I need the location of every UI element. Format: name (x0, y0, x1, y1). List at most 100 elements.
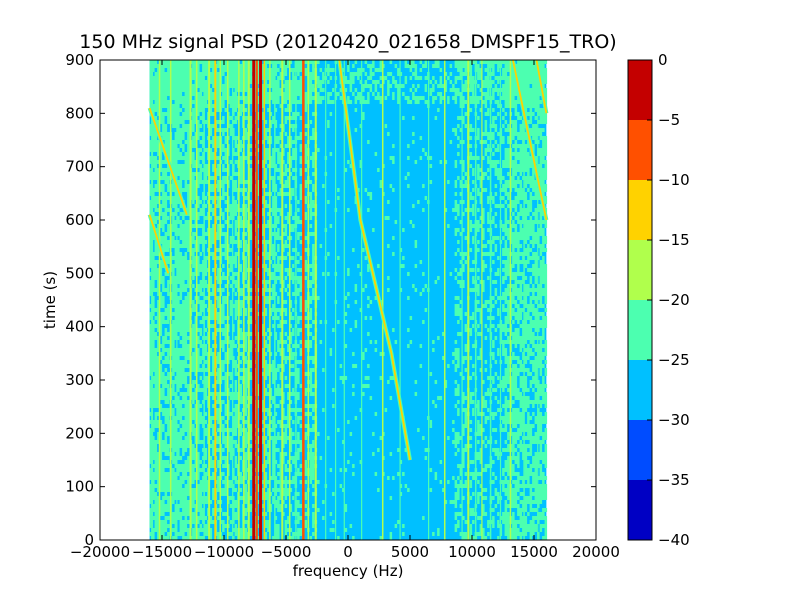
noise-cell (494, 128, 498, 132)
noise-cell (349, 72, 363, 76)
x-tick-label: 0 (343, 543, 353, 561)
noise-cell (462, 460, 465, 464)
noise-cell (244, 244, 250, 248)
noise-cell (457, 400, 460, 404)
noise-cell (454, 184, 458, 188)
noise-cell (479, 352, 483, 356)
noise-cell (537, 284, 543, 288)
noise-cell (492, 116, 498, 120)
noise-cell (264, 152, 270, 156)
noise-cell (504, 440, 508, 444)
noise-cell (277, 508, 283, 512)
noise-cell (244, 384, 250, 388)
noise-cell (399, 264, 405, 268)
x-tick-label: −10000 (194, 543, 254, 561)
noise-cell (494, 396, 498, 400)
noise-cell (202, 364, 205, 368)
noise-cell (257, 160, 260, 164)
noise-cell (502, 352, 508, 356)
noise-cell (244, 216, 248, 220)
noise-cell (487, 160, 500, 164)
noise-cell (462, 400, 465, 404)
noise-cell (504, 508, 508, 512)
noise-cell (149, 324, 163, 328)
noise-cell (292, 496, 295, 500)
noise-cell (272, 444, 275, 448)
noise-cell (517, 176, 520, 180)
noise-cell (542, 240, 548, 244)
noise-cell (277, 156, 283, 160)
noise-cell (279, 372, 283, 376)
noise-cell (272, 360, 275, 364)
noise-cell (469, 248, 473, 252)
noise-cell (239, 264, 243, 268)
noise-cell (447, 364, 450, 368)
noise-cell (424, 152, 428, 156)
noise-cell (502, 304, 505, 308)
noise-cell (314, 100, 323, 104)
noise-cell (367, 332, 370, 336)
noise-cell (267, 336, 270, 340)
noise-cell (519, 204, 523, 208)
noise-cell (307, 444, 315, 448)
noise-cell (232, 424, 243, 428)
noise-cell (502, 260, 510, 264)
noise-cell (214, 532, 223, 536)
noise-cell (389, 536, 393, 540)
noise-cell (164, 208, 173, 212)
carrier-line (269, 60, 271, 540)
y-axis-label: time (s) (41, 271, 59, 329)
y-tick-label: 0 (84, 531, 94, 549)
noise-cell (527, 204, 533, 208)
noise-cell (417, 84, 420, 88)
noise-cell (277, 244, 280, 248)
colorbar-tick-label: −25 (658, 351, 690, 369)
noise-cell (229, 300, 233, 304)
noise-cell (529, 280, 533, 284)
noise-cell (487, 200, 490, 204)
noise-cell (214, 108, 223, 112)
noise-cell (192, 108, 205, 112)
noise-cell (537, 172, 548, 176)
noise-cell (494, 148, 500, 152)
noise-cell (222, 332, 228, 336)
carrier-line (509, 60, 512, 540)
noise-cell (429, 80, 433, 84)
noise-cell (287, 392, 300, 396)
noise-cell (369, 396, 373, 400)
noise-cell (149, 64, 190, 68)
noise-cell (484, 436, 488, 440)
noise-cell (472, 180, 475, 184)
carrier-line (523, 60, 525, 540)
noise-cell (529, 384, 533, 388)
noise-cell (454, 528, 458, 532)
noise-cell (509, 392, 523, 396)
noise-cell (194, 460, 203, 464)
noise-cell (399, 460, 403, 464)
noise-cell (469, 396, 473, 400)
noise-cell (202, 520, 205, 524)
noise-cell (199, 512, 205, 516)
noise-cell (357, 92, 363, 96)
noise-cell (524, 496, 533, 500)
noise-cell (482, 508, 485, 512)
noise-cell (494, 272, 500, 276)
noise-cell (182, 216, 185, 220)
noise-cell (154, 524, 173, 528)
noise-cell (282, 444, 285, 448)
noise-cell (157, 112, 180, 116)
noise-cell (224, 160, 228, 164)
noise-cell (472, 344, 478, 348)
noise-cell (172, 204, 178, 208)
noise-cell (534, 396, 540, 400)
noise-cell (469, 496, 473, 500)
noise-cell (232, 488, 238, 492)
noise-cell (479, 460, 483, 464)
noise-cell (199, 140, 205, 144)
noise-cell (242, 276, 248, 280)
noise-cell (479, 448, 483, 452)
noise-cell (299, 96, 325, 100)
noise-cell (487, 524, 490, 528)
noise-cell (502, 420, 525, 424)
noise-cell (304, 104, 308, 108)
